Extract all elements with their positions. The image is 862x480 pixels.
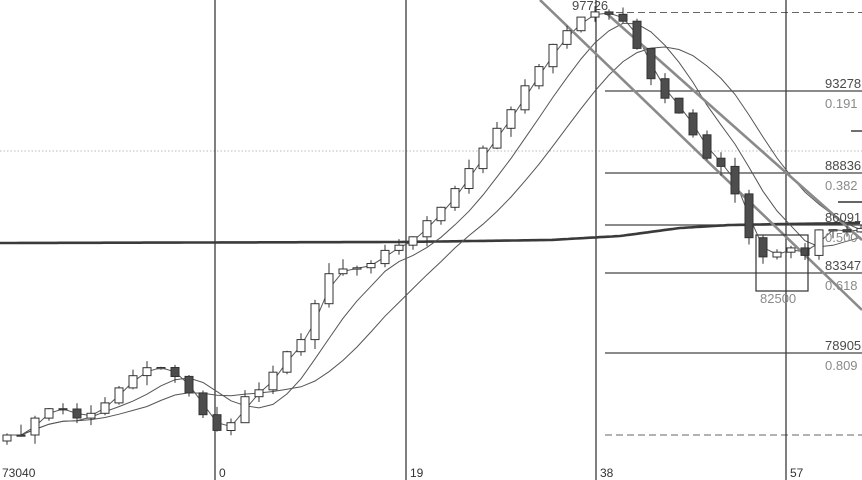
svg-text:83347: 83347	[825, 258, 861, 273]
svg-text:0.191: 0.191	[825, 96, 858, 111]
svg-text:82500: 82500	[760, 291, 796, 306]
svg-text:19: 19	[410, 466, 424, 480]
svg-text:0.500: 0.500	[825, 230, 858, 245]
svg-text:57: 57	[790, 466, 804, 480]
svg-text:86091: 86091	[825, 210, 861, 225]
svg-text:88836: 88836	[825, 158, 861, 173]
svg-text:38: 38	[600, 466, 614, 480]
svg-text:0: 0	[219, 466, 226, 480]
svg-text:93278: 93278	[825, 76, 861, 91]
svg-text:0.618: 0.618	[825, 278, 858, 293]
svg-text:0.382: 0.382	[825, 178, 858, 193]
svg-text:78905: 78905	[825, 338, 861, 353]
svg-text:73040: 73040	[2, 466, 36, 480]
svg-text:97726: 97726	[572, 0, 608, 13]
svg-text:0.809: 0.809	[825, 358, 858, 373]
